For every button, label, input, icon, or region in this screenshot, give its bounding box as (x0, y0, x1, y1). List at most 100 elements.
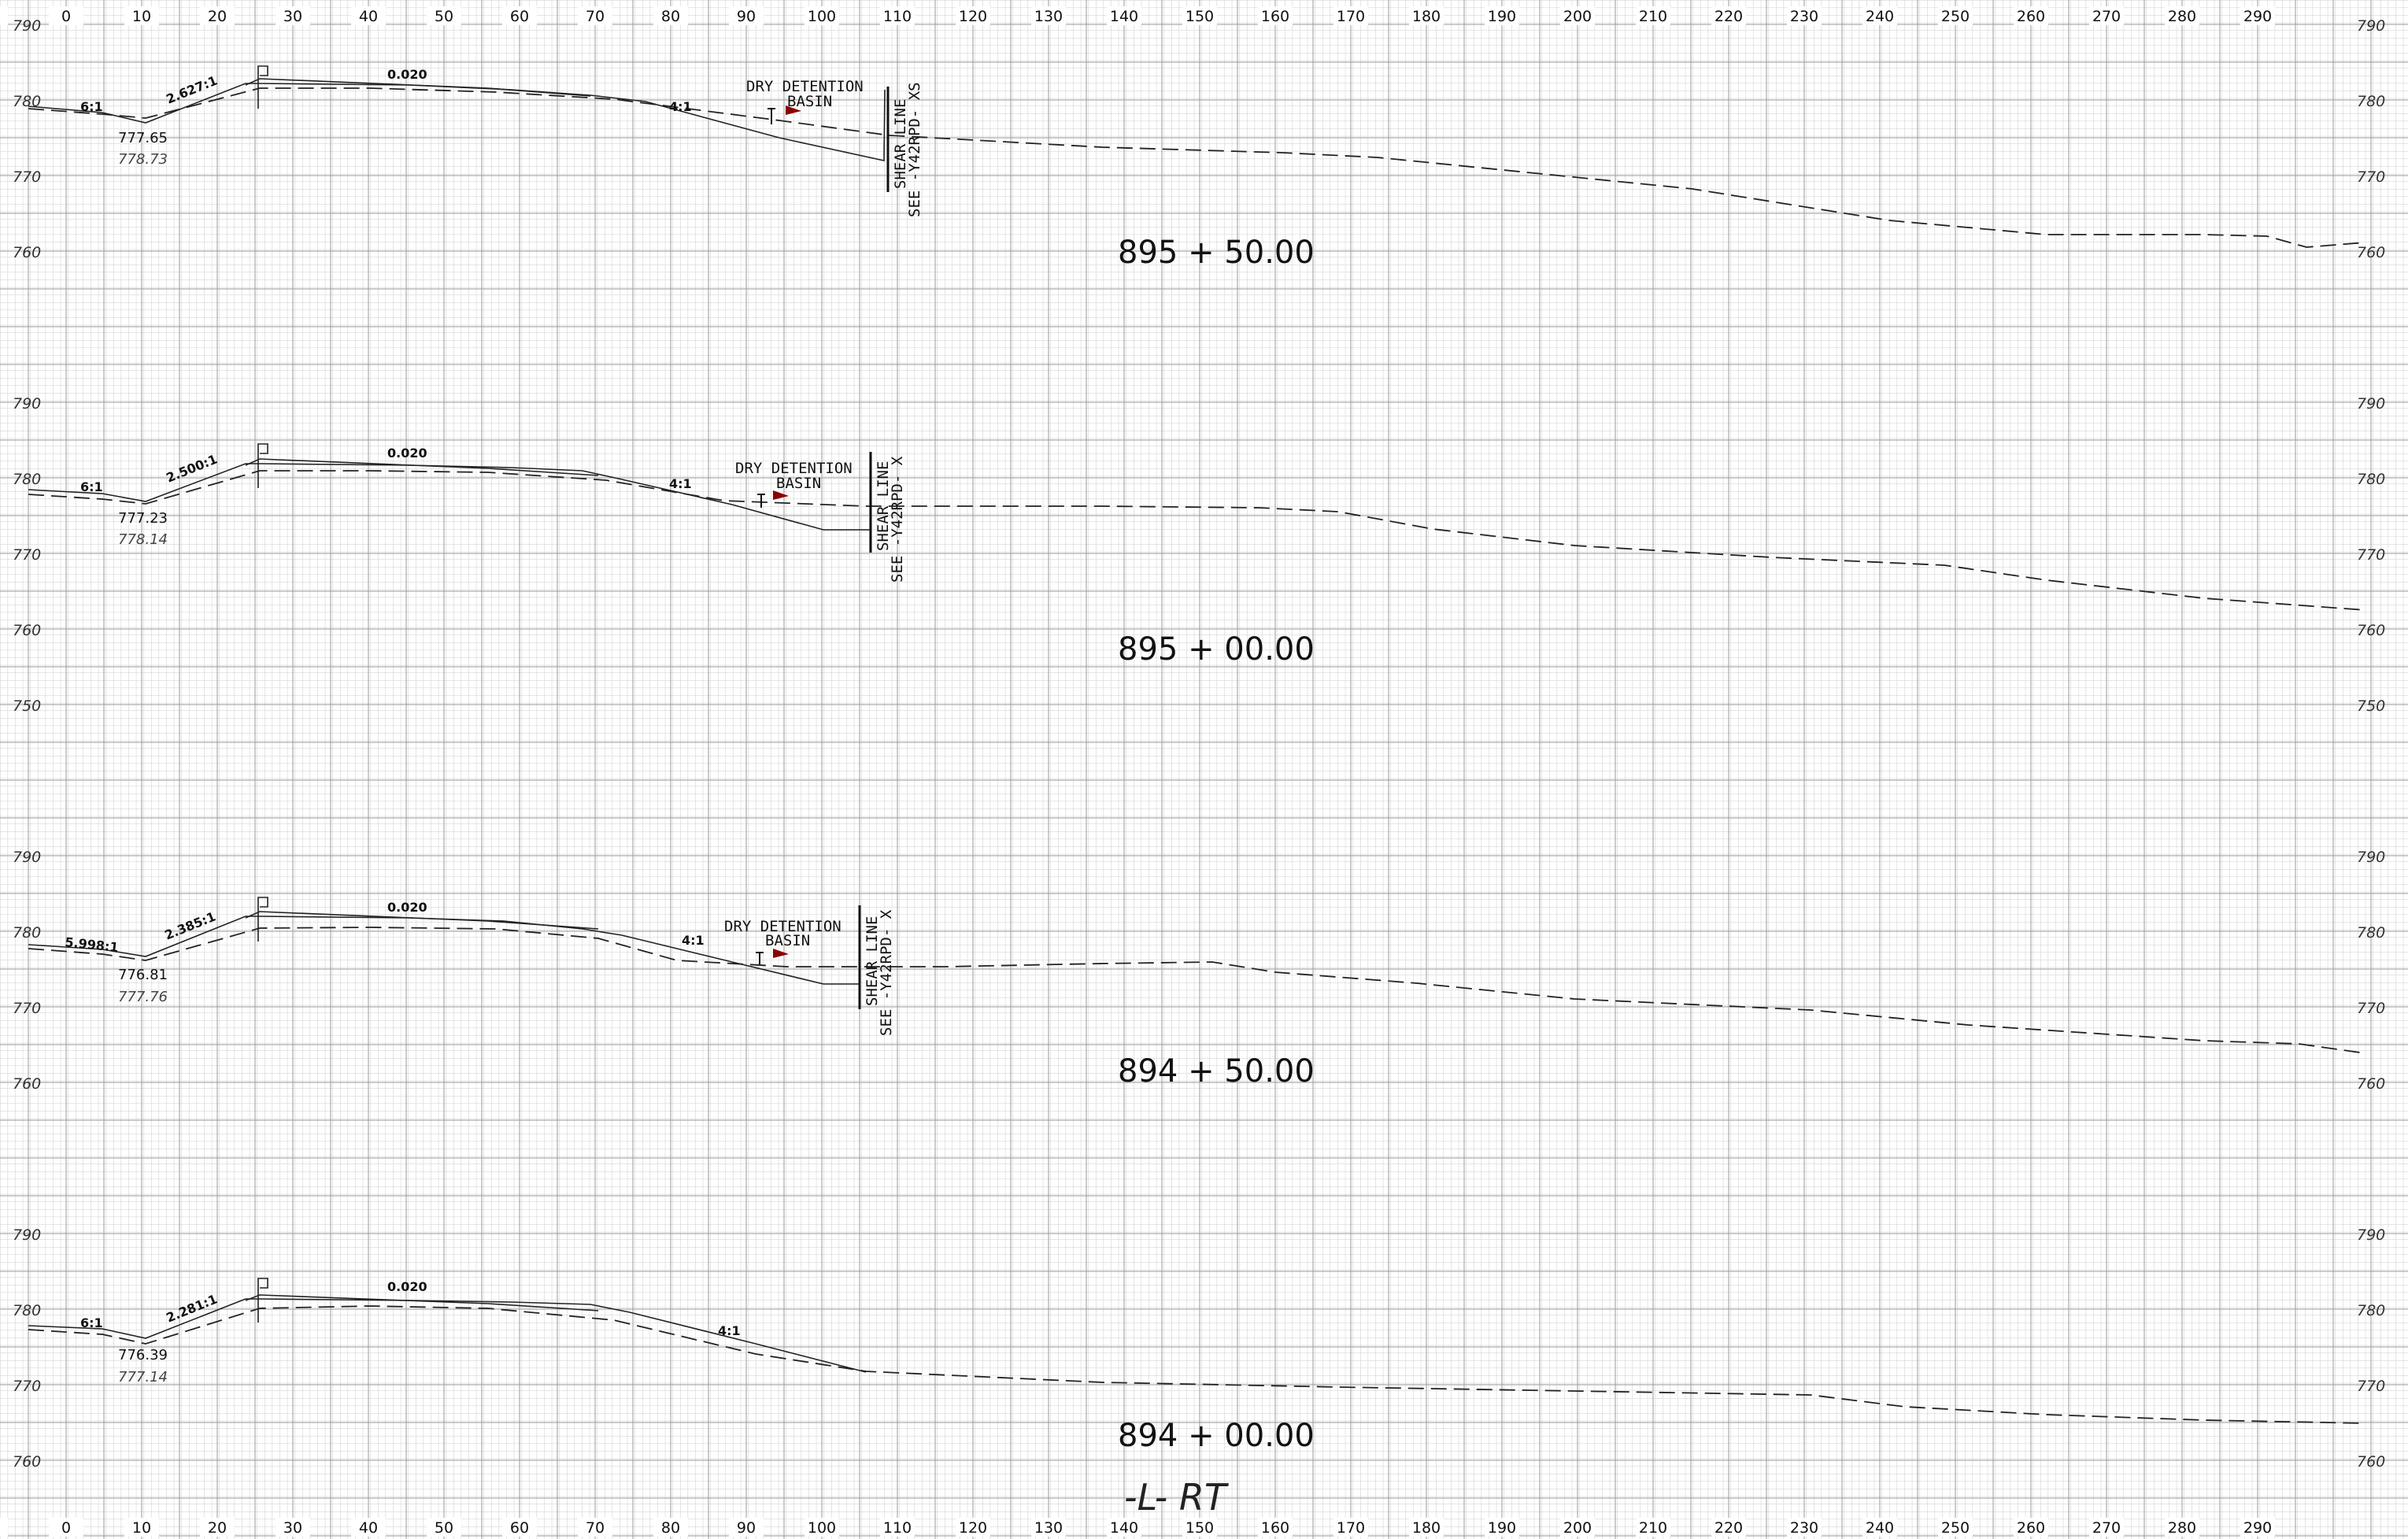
station-label: 894 + 50.00 (1118, 1053, 1315, 1090)
elev-left: 790 (13, 17, 41, 35)
tick-label-background (956, 1518, 990, 1537)
x-tick-label: 230 (1790, 8, 1818, 25)
x-tick-label: 90 (737, 8, 756, 25)
x-tick-label: 100 (808, 1519, 836, 1537)
elev-left: 770 (13, 168, 41, 186)
shear-line-label: SHEAR LINE (892, 99, 909, 189)
tick-label-background (1862, 6, 1897, 25)
tick-label-background (653, 6, 688, 25)
tick-label-background (200, 6, 235, 25)
x-tick-label: 110 (883, 8, 912, 25)
tick-label-background (653, 1518, 688, 1537)
x-tick-label: 180 (1412, 1519, 1441, 1537)
station-label: 895 + 50.00 (1118, 235, 1315, 271)
tick-label-background (49, 6, 83, 25)
x-tick-label: 290 (2243, 1519, 2272, 1537)
tick-label-background (427, 1518, 461, 1537)
x-tick-label: 260 (2017, 1519, 2045, 1537)
x-tick-label: 70 (586, 8, 605, 25)
elev-left: 780 (13, 471, 41, 488)
x-tick-label: 130 (1034, 8, 1063, 25)
guardrail-post (257, 443, 268, 488)
elev-right: 790 (2357, 17, 2385, 35)
elev-left: 770 (13, 546, 41, 564)
tick-label-background (1636, 1518, 1670, 1537)
x-tick-label: 150 (1186, 1519, 1214, 1537)
arrow-icon (786, 105, 801, 115)
station-label: 894 + 00.00 (1118, 1418, 1315, 1454)
station-label: 895 + 00.00 (1118, 631, 1315, 668)
x-tick-label: 280 (2168, 8, 2196, 25)
x-tick-label: 200 (1563, 8, 1592, 25)
slope-label: 6:1 (80, 1315, 103, 1330)
elev-right: 780 (2357, 1302, 2385, 1319)
x-tick-label: 100 (808, 8, 836, 25)
x-tick-label: 30 (283, 8, 302, 25)
x-tick-label: 240 (1866, 1519, 1894, 1537)
cross-slope-label: 0.020 (387, 446, 427, 461)
elev-right: 790 (2357, 1226, 2385, 1244)
x-tick-label: 80 (661, 1519, 680, 1537)
ditch-elevation-existing: 777.76 (118, 989, 168, 1005)
existing-ground-line (28, 87, 2366, 248)
tick-label-background (1031, 1518, 1066, 1537)
ditch-elevation: 777.23 (118, 510, 168, 527)
x-tick-label: 60 (510, 8, 529, 25)
x-tick-label: 70 (586, 1519, 605, 1537)
elev-right: 770 (2357, 1000, 2385, 1017)
section-895-50: 790 780 770 760 790 780 770 760 6:1 2.62… (13, 17, 2385, 271)
tick-label-background (1409, 6, 1444, 25)
tick-label-background (805, 1518, 839, 1537)
elev-left: 760 (13, 244, 41, 261)
tick-label-background (880, 1518, 915, 1537)
x-tick-label: 50 (435, 8, 453, 25)
tick-label-background (956, 6, 990, 25)
elev-right: 770 (2357, 546, 2385, 564)
tick-label-background (0, 6, 8, 25)
tick-label-background (427, 6, 461, 25)
proposed-grade-line (245, 458, 599, 476)
match-reference: SEE -Y42RPD- XS (906, 82, 923, 217)
x-tick-label: 190 (1488, 8, 1516, 25)
proposed-grade-line (28, 907, 860, 985)
tick-label-background (1333, 1518, 1368, 1537)
x-tick-label: 160 (1261, 8, 1289, 25)
x-tick-label: 110 (883, 1519, 912, 1537)
tick-label-background (1107, 1518, 1141, 1537)
elev-left: 760 (13, 1453, 41, 1471)
tick-label-background (729, 6, 764, 25)
x-tick-label: 20 (208, 8, 227, 25)
tick-label-background (805, 6, 839, 25)
tick-label-background (2165, 1518, 2199, 1537)
tick-label-background (1182, 6, 1217, 25)
x-tick-label: 280 (2168, 1519, 2196, 1537)
elev-right: 760 (2357, 1453, 2385, 1471)
elev-right: 780 (2357, 93, 2385, 110)
x-tick-label: 90 (737, 1519, 756, 1537)
match-reference: SEE -Y42RPD- X (878, 909, 895, 1036)
x-tick-label: 150 (1186, 8, 1214, 25)
tick-label-background (1711, 6, 1746, 25)
tick-label-background (502, 1518, 537, 1537)
elev-left: 770 (13, 1000, 41, 1017)
cross-slope-label: 0.020 (387, 67, 427, 82)
x-tick-label: 140 (1110, 8, 1138, 25)
tick-label-background (1031, 6, 1066, 25)
ditch-elevation-existing: 778.73 (118, 151, 168, 168)
x-tick-label: 120 (959, 1519, 987, 1537)
tick-label-background (2165, 6, 2199, 25)
elev-left: 760 (13, 1075, 41, 1093)
x-tick-label: 10 (132, 1519, 151, 1537)
elev-left: 780 (13, 93, 41, 110)
x-tick-label: 50 (435, 1519, 453, 1537)
slope-label: 4:1 (718, 1323, 741, 1338)
x-tick-label: 220 (1714, 1519, 1743, 1537)
elev-left: 790 (13, 849, 41, 866)
slope-label: 4:1 (669, 99, 692, 114)
cross-slope-label: 0.020 (387, 900, 427, 915)
elev-left: 780 (13, 1302, 41, 1319)
elev-right: 780 (2357, 924, 2385, 942)
tick-label-background (578, 1518, 612, 1537)
x-tick-label: 60 (510, 1519, 529, 1537)
